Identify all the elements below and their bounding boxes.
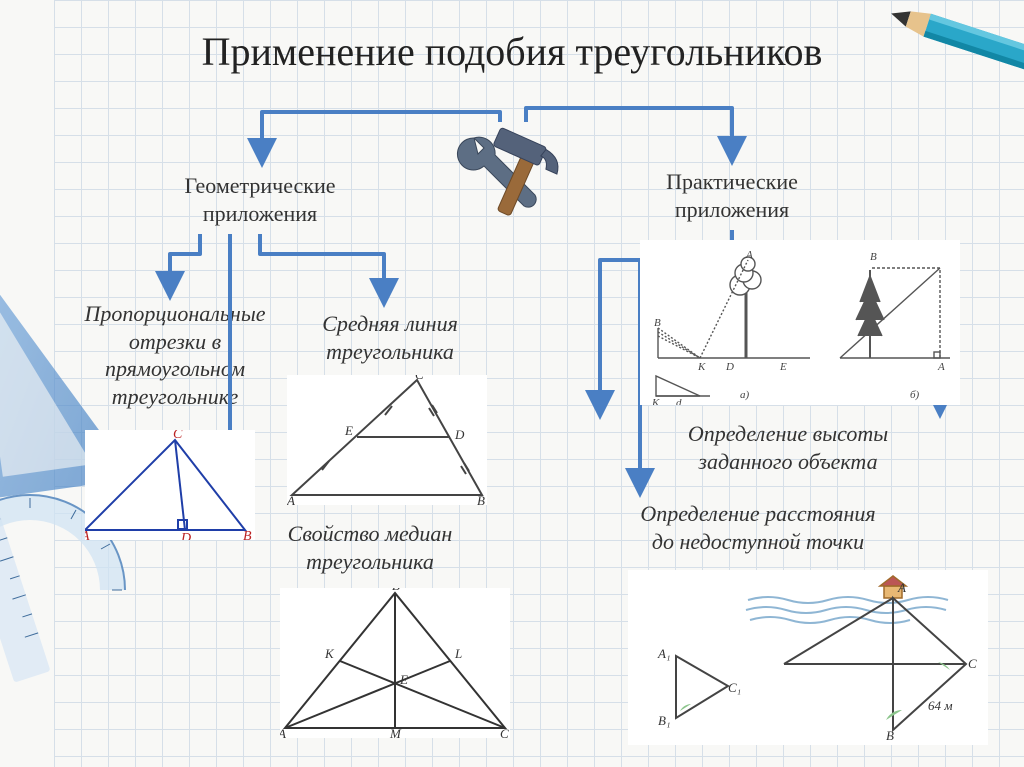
svg-text:M: M [389,726,402,738]
svg-text:K: K [651,397,660,405]
svg-text:D: D [454,427,465,442]
svg-text:C: C [173,430,183,442]
tools-icon [448,120,578,230]
svg-text:B₁: B₁ [658,713,670,728]
svg-text:K: K [324,646,335,661]
svg-text:A₁: A₁ [657,646,670,661]
svg-text:C: C [415,375,424,382]
svg-text:A: A [280,726,286,738]
svg-text:B: B [886,728,894,743]
figure-right-triangle: A D B C [85,430,255,540]
distance-label: 64 м [928,698,953,713]
svg-text:E: E [399,672,408,687]
figure-medians-triangle: A M C B K L E [280,588,510,738]
svg-text:A: A [897,580,906,595]
svg-text:C: C [968,656,977,671]
svg-text:E: E [344,423,353,438]
svg-text:C₁: C₁ [728,680,741,695]
svg-text:d: d [676,397,682,405]
node-height: Определение высотызаданного объекта [648,420,928,475]
node-geometric: Геометрическиеприложения [150,172,370,227]
node-practical: Практическиеприложения [622,168,842,223]
svg-text:C: C [500,726,509,738]
svg-text:D: D [725,361,734,373]
figure-trees-height: A B B K D E Kd a) Aб) [640,240,960,405]
figure-midline-triangle: A B C E D [287,375,487,505]
svg-text:B: B [654,317,661,329]
svg-text:B: B [477,493,485,505]
svg-text:B: B [243,529,252,540]
node-distance: Определение расстояниядо недоступной точ… [598,500,918,555]
svg-text:D: D [180,531,191,540]
svg-text:B: B [870,251,877,263]
node-proportional: Пропорциональныеотрезки впрямоугольномтр… [70,300,280,410]
svg-text:A: A [745,249,753,261]
node-midline: Средняя линиятреугольника [290,310,490,365]
figure-distance: A B C A₁ B₁ C₁ 64 м [628,570,988,745]
node-medians: Свойство медиантреугольника [250,520,490,575]
svg-text:б): б) [910,389,920,401]
svg-text:B: B [392,588,400,593]
svg-text:A: A [287,493,295,505]
svg-text:A: A [85,529,90,540]
svg-text:K: K [697,361,706,373]
svg-text:A: A [937,361,945,373]
page-title: Применение подобия треугольников [0,28,1024,75]
svg-text:a): a) [740,389,750,401]
svg-text:L: L [454,646,462,661]
svg-text:E: E [779,361,787,373]
